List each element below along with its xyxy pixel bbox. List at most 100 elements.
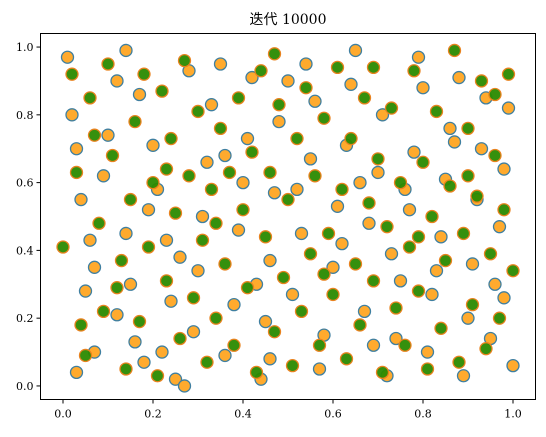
scatter-point-s1-63: [353, 318, 367, 332]
scatter-point-s0-39: [267, 186, 282, 200]
scatter-point-s0-81: [497, 291, 511, 305]
scatter-point-s0-17: [146, 138, 160, 152]
scatter-point-s0-8: [96, 169, 111, 183]
scatter-point-s1-82: [438, 253, 453, 268]
scatter-point-s1-57: [326, 287, 340, 302]
scatter-point-s1-24: [177, 53, 192, 68]
y-tick-label: 0.0: [16, 380, 34, 393]
scatter-point-s0-30: [218, 348, 232, 363]
scatter-point-s1-107: [488, 87, 502, 102]
scatter-point-s1-75: [407, 64, 421, 78]
scatter-point-s1-46: [276, 270, 291, 285]
scatter-point-s1-67: [371, 152, 385, 166]
scatter-point-s1-52: [303, 247, 318, 261]
scatter-point-s0-33: [236, 175, 250, 190]
y-tick-label: 1.0: [16, 41, 34, 54]
scatter-point-s0-55: [371, 165, 385, 180]
x-tick-label: 0.8: [414, 408, 432, 421]
scatter-point-s1-40: [249, 365, 264, 380]
scatter-point-s1-30: [204, 182, 219, 197]
scatter-point-s1-65: [362, 196, 376, 210]
scatter-point-s1-4: [78, 348, 93, 363]
scatter-point-s0-46: [312, 362, 327, 376]
scatter-point-s1-84: [447, 43, 462, 58]
y-axis: 0.0 0.2 0.4 0.6 0.8 1.0: [16, 41, 41, 393]
scatter-point-s0-83: [173, 250, 187, 264]
scatter-point-s0-4: [78, 284, 93, 298]
y-tick-label: 0.8: [16, 109, 34, 122]
scatter-point-s1-17: [146, 175, 160, 190]
scatter-point-s0-67: [443, 121, 457, 136]
scatter-point-s1-7: [96, 304, 111, 319]
scatter-point-s0-98: [384, 247, 399, 261]
scatter-point-s0-82: [110, 308, 124, 322]
scatter-point-s0-2: [69, 142, 84, 156]
scatter-point-s1-49: [290, 131, 304, 146]
scatter-point-s0-42: [285, 287, 300, 302]
scatter-point-s0-91: [447, 135, 462, 149]
scatter-point-s1-94: [492, 311, 507, 325]
scatter-point-s0-85: [263, 352, 277, 366]
scatter-point-s0-3: [74, 192, 88, 207]
scatter-point-s0-16: [132, 87, 147, 102]
scatter-point-s0-45: [308, 94, 322, 108]
scatter-point-s0-22: [168, 372, 183, 386]
scatter-point-s1-68: [375, 365, 390, 380]
x-axis: 0.0 0.2 0.4 0.6 0.8 1.0: [54, 399, 522, 421]
scatter-point-s0-60: [402, 203, 417, 217]
scatter-point-s0-70: [461, 311, 475, 325]
scatter-point-s1-96: [501, 67, 516, 81]
scatter-point-s1-104: [366, 60, 381, 75]
scatter-point-s0-10: [110, 74, 124, 88]
scatter-point-s1-37: [236, 203, 250, 217]
scatter-point-s0-19: [159, 233, 174, 247]
scatter-point-s1-10: [114, 253, 129, 268]
scatter-point-s1-86: [456, 226, 471, 241]
scatter-point-s0-14: [137, 355, 151, 369]
scatter-point-s0-64: [425, 287, 439, 302]
scatter-point-s1-59: [335, 182, 349, 197]
scatter-point-s1-50: [294, 304, 309, 319]
scatter-point-s1-43: [263, 165, 277, 180]
x-tick-label: 0.4: [234, 408, 252, 421]
scatter-point-s1-13: [128, 114, 142, 129]
scatter-point-s0-37: [258, 314, 273, 329]
scatter-point-s1-31: [209, 311, 223, 325]
y-tick-label: 0.6: [16, 177, 34, 190]
scatter-point-s1-6: [92, 216, 106, 230]
scatter-point-s1-76: [411, 284, 426, 298]
scatter-point-s0-80: [506, 358, 520, 373]
scatter-point-s0-79: [501, 101, 516, 115]
scatter-point-s1-89: [470, 189, 484, 203]
scatter-point-s0-99: [416, 81, 430, 95]
scatter-point-s1-72: [393, 175, 408, 190]
scatter-point-s1-73: [398, 338, 412, 352]
scatter-point-s1-3: [74, 318, 88, 332]
y-tick-label: 0.2: [16, 312, 34, 325]
scatter-point-s0-48: [326, 260, 340, 274]
scatter-point-s0-9: [101, 128, 115, 142]
scatter-point-s1-42: [258, 230, 273, 244]
scatter-point-s0-76: [488, 277, 502, 291]
scatter-point-s0-0: [60, 50, 75, 64]
scatter-point-s0-65: [434, 230, 448, 244]
scatter-point-s1-36: [231, 91, 246, 105]
scatter-point-s1-54: [312, 338, 327, 352]
scatter-point-s1-33: [218, 257, 232, 271]
scatter-point-s1-27: [191, 104, 205, 119]
scatter-point-s1-60: [339, 352, 354, 366]
scatter-point-s0-59: [393, 274, 408, 288]
scatter-point-s1-99: [110, 281, 124, 295]
scatter-point-s0-24: [186, 325, 201, 339]
scatter-point-s1-5: [83, 91, 97, 105]
scatter-point-s1-20: [159, 274, 174, 288]
scatter-point-s1-64: [357, 91, 372, 105]
scatter-point-s0-35: [245, 70, 259, 85]
scatter-point-s1-77: [416, 155, 430, 169]
scatter-point-s1-98: [87, 128, 102, 142]
scatter-point-s0-12: [123, 277, 138, 291]
scatter-point-s1-70: [384, 101, 399, 115]
scatter-point-s1-106: [461, 169, 475, 183]
scatter-point-s0-15: [119, 43, 133, 58]
scatter-point-s1-69: [380, 220, 394, 234]
